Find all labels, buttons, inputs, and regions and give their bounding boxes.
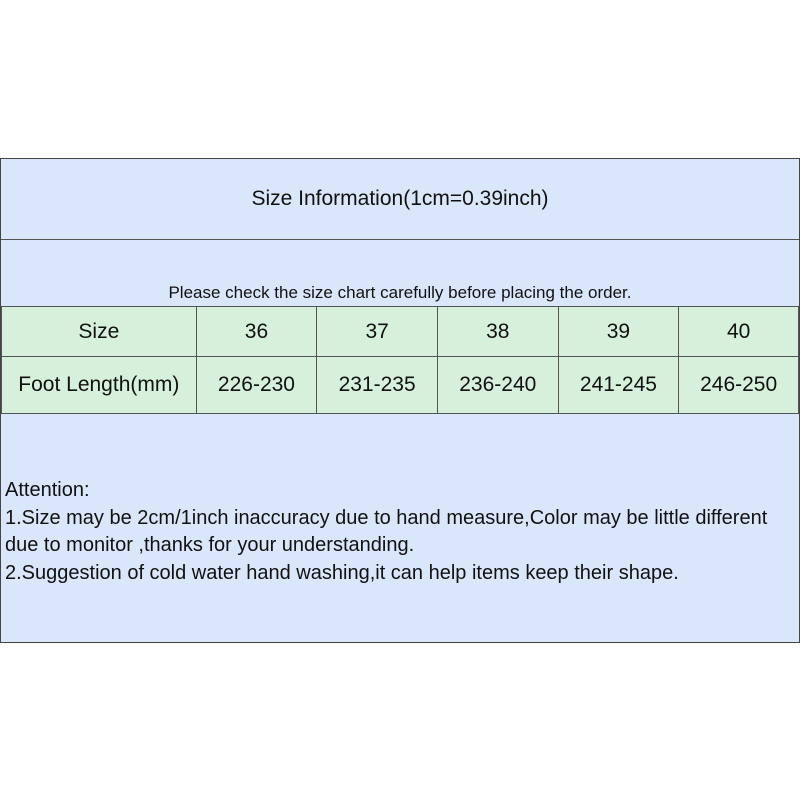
table-cell: 38 [436,306,559,357]
row-label: Foot Length(mm) [1,356,197,414]
table-cell: 246-250 [678,356,799,414]
table-cell: 36 [195,306,318,357]
table-cell: 40 [678,306,799,357]
chart-title: Size Information(1cm=0.39inch) [1,159,799,240]
attention-line-1: 1.Size may be 2cm/1inch inaccuracy due t… [5,506,768,557]
table-cell: 37 [316,306,438,357]
table-cell: 226-230 [195,356,318,414]
attention-heading: Attention: [5,479,90,501]
table-row: Foot Length(mm) 226-230 231-235 236-240 … [1,356,799,414]
table-cell: 241-245 [557,356,680,414]
attention-line-2: 2.Suggestion of cold water hand washing,… [5,561,679,584]
attention-section: Attention: 1.Size may be 2cm/1inch inacc… [5,477,795,587]
table-cell: 236-240 [436,356,559,414]
table-cell: 231-235 [316,356,438,414]
size-chart: Size Information(1cm=0.39inch) Please ch… [0,158,800,643]
notice-text: Please check the size chart carefully be… [168,283,632,302]
row-label: Size [1,306,197,357]
table-cell: 39 [557,306,680,357]
table-row: Size 36 37 38 39 40 [1,306,799,357]
size-table: Size 36 37 38 39 40 Foot Length(mm) 226-… [1,306,799,414]
